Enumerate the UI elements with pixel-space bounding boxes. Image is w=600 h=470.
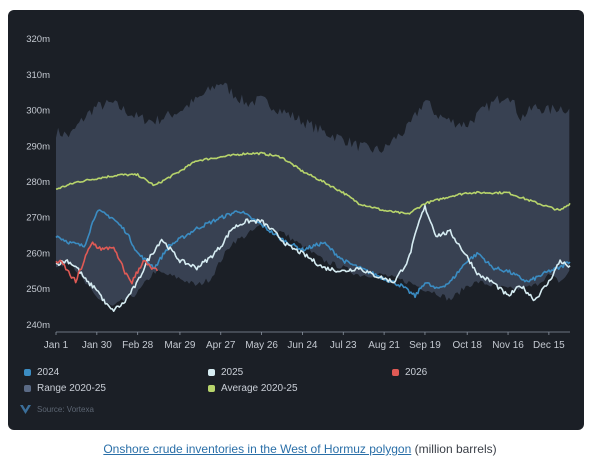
x-tick-label: Nov 16 <box>492 340 524 351</box>
legend-label-2026: 2026 <box>405 367 428 378</box>
legend-swatch-range <box>24 385 31 392</box>
caption-link[interactable]: Onshore crude inventories in the West of… <box>103 442 412 456</box>
legend-swatch-2024 <box>24 369 31 376</box>
legend-item-2026[interactable]: 2026 <box>392 367 427 378</box>
legend-label-average: Average 2020-25 <box>221 383 298 394</box>
series-line-2025 <box>55 204 571 312</box>
figure-caption: Onshore crude inventories in the West of… <box>0 442 600 456</box>
legend-item-average[interactable]: Average 2020-25 <box>208 383 298 394</box>
chart-card: 240m 250m 260m 270m 280m 290m 300m 310m 320m Jan … <box>8 10 584 430</box>
series-line-2026 <box>55 241 159 285</box>
x-tick-label: Apr 27 <box>206 340 236 351</box>
x-tick-label: Dec 15 <box>533 340 565 351</box>
x-tick-label: Jun 24 <box>287 340 317 351</box>
vortexa-logo-icon <box>20 405 31 414</box>
x-tick-label: Jan 30 <box>82 340 112 351</box>
y-tick-label: 250m <box>26 284 50 295</box>
legend-swatch-average <box>208 385 215 392</box>
legend-label-2024: 2024 <box>37 367 60 378</box>
x-tick-label: Jan 1 <box>44 340 69 351</box>
y-tick-label: 260m <box>26 248 50 259</box>
y-tick-label: 240m <box>26 320 50 331</box>
legend-swatch-2025 <box>208 369 215 376</box>
y-tick-label: 310m <box>26 70 50 81</box>
caption-suffix: (million barrels) <box>411 442 497 456</box>
legend-item-2024[interactable]: 2024 <box>24 367 59 378</box>
source-note: Source: Vortexa <box>20 405 94 414</box>
legend-label-2025: 2025 <box>221 367 244 378</box>
legend-item-2025[interactable]: 2025 <box>208 367 243 378</box>
x-tick-label: Jul 23 <box>330 340 357 351</box>
x-tick-label: Oct 18 <box>452 340 482 351</box>
legend-item-range[interactable]: Range 2020-25 <box>24 383 106 394</box>
x-tick-label: Mar 29 <box>164 340 196 351</box>
x-tick-label: May 26 <box>245 340 278 351</box>
x-tick-label: Sep 19 <box>409 340 441 351</box>
x-tick-label: Aug 21 <box>368 340 400 351</box>
legend-swatch-2026 <box>392 369 399 376</box>
source-text: Source: Vortexa <box>37 405 94 414</box>
y-tick-label: 270m <box>26 213 50 224</box>
range-band-2020-25 <box>56 82 570 306</box>
series-line-2024 <box>55 209 571 299</box>
y-tick-label: 320m <box>26 34 50 45</box>
y-tick-label: 280m <box>26 177 50 188</box>
inventory-line-chart: 240m 250m 260m 270m 280m 290m 300m 310m 320m Jan … <box>26 34 571 351</box>
y-tick-label: 290m <box>26 141 50 152</box>
series-line-average-2020-25 <box>55 151 571 215</box>
x-tick-label: Feb 28 <box>122 340 154 351</box>
legend-label-range: Range 2020-25 <box>37 383 106 394</box>
y-tick-label: 300m <box>26 106 50 117</box>
